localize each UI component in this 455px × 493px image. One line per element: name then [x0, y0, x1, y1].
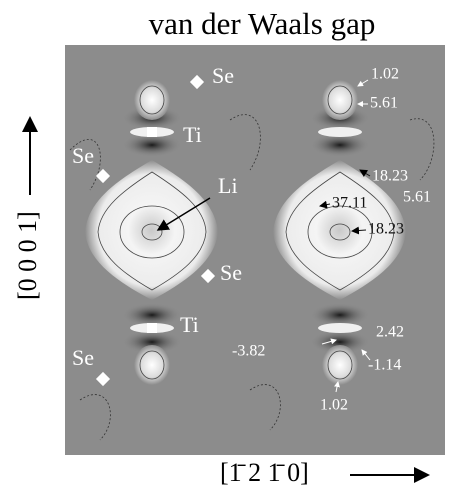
x-axis-label: [1̄ 2 1̄ 0]	[220, 458, 309, 487]
y-axis-label: [0 0 0 1]	[13, 211, 42, 300]
contour-label: 5.61	[403, 189, 431, 206]
atom-label: Se	[72, 345, 94, 370]
atom-label: Se	[72, 143, 94, 168]
atom-label: Li	[218, 173, 238, 198]
contour-label: 2.42	[376, 324, 404, 341]
contour-label: 18.23	[372, 168, 408, 185]
contour-label: 1.02	[320, 397, 348, 414]
atom-label: Se	[212, 63, 234, 88]
atom-label: Ti	[180, 312, 199, 337]
plot: Se Ti Se Li Se Ti Se 1.02 5.61 18.23 37.…	[65, 45, 445, 455]
figure: van der Waals gap	[0, 0, 455, 493]
contour-label: 18.23	[368, 221, 404, 238]
contour-label: -1.14	[368, 357, 401, 374]
title: van der Waals gap	[149, 6, 376, 41]
atom-label: Se	[220, 260, 242, 285]
contour-label: -3.82	[232, 343, 265, 360]
contour-label: 1.02	[371, 66, 399, 83]
contour-label: 37.11	[332, 195, 367, 212]
contour-label: 5.61	[370, 95, 398, 112]
atom-label: Ti	[183, 122, 202, 147]
